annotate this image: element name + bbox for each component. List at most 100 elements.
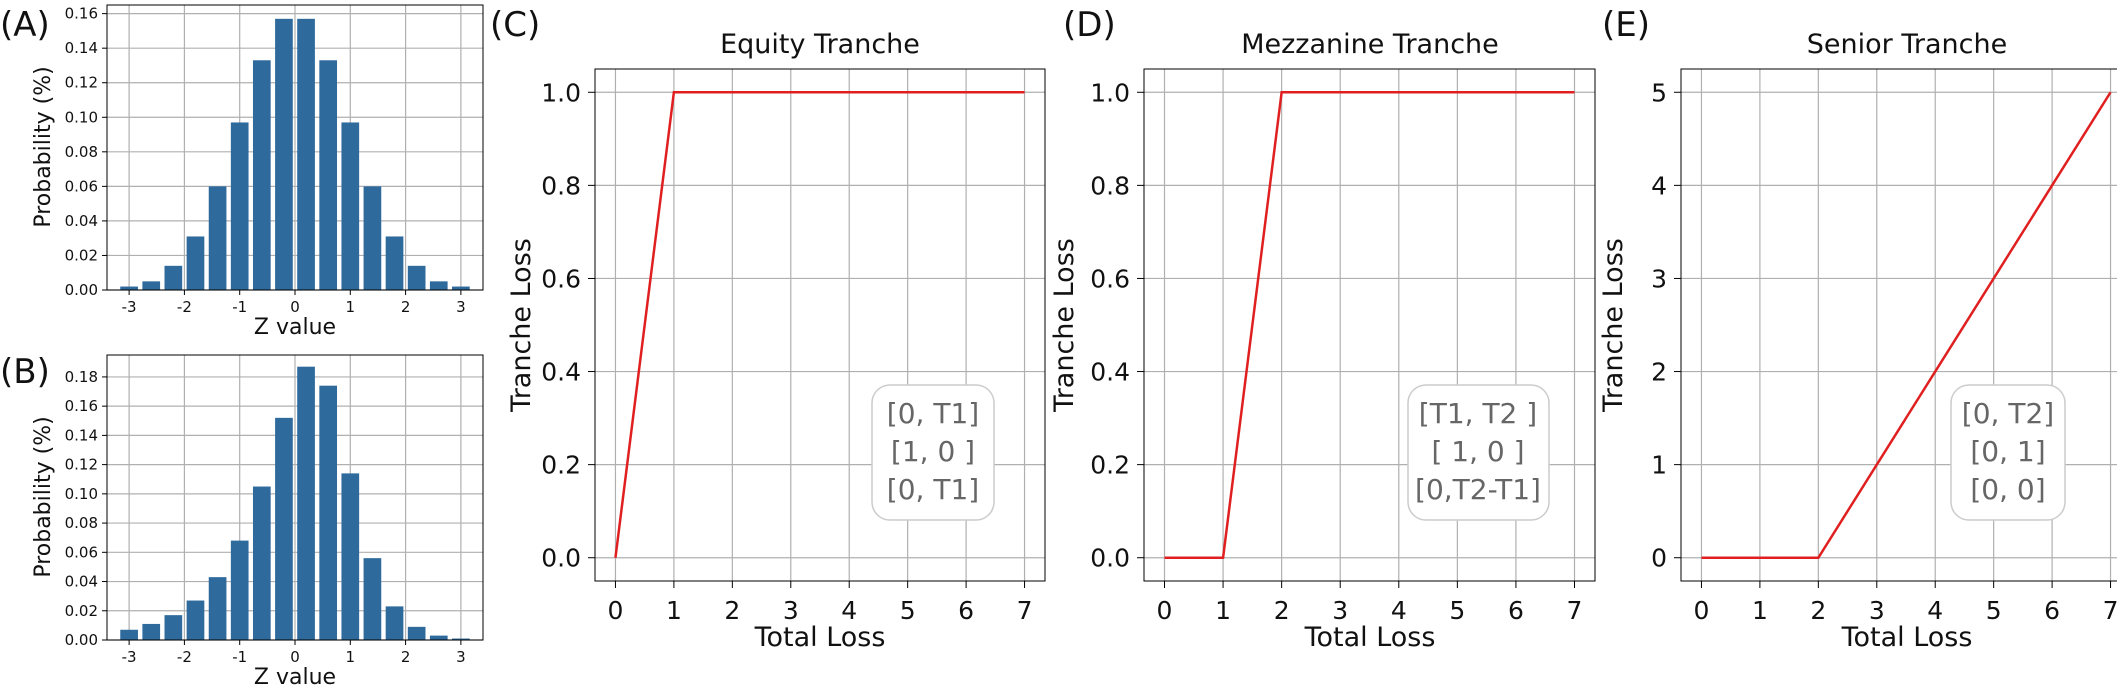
panel-c-x-tick-label: 1: [666, 596, 682, 625]
panel-a-x-tick-label: -1: [232, 298, 247, 316]
panel-e-x-tick-label: 0: [1694, 596, 1710, 625]
panel-b-bar: [142, 623, 161, 640]
panel-b-y-ticks: 0.00 0.02 0.04 0.06 0.08 0.10 0.12 0.14 0.16 0.18: [65, 368, 107, 649]
panel-a-y-tick-label: 0.08: [65, 143, 98, 161]
panel-c-x-tick-label: 4: [841, 596, 857, 625]
panel-d-x-tick-label: 1: [1215, 596, 1231, 625]
panel-c-y-ticks: 0.0 0.2 0.4 0.6 0.8 1.0: [541, 78, 595, 573]
panel-b-bar: [297, 366, 315, 640]
panel-a-x-tick-label: -3: [122, 298, 137, 316]
panel-b-grid: [107, 355, 483, 641]
panel-b-x-tick-label: 0: [290, 648, 300, 666]
panel-a: (A) -3 -2 -1 0 1 2 3 0.000.020.040.060.080.100…: [0, 4, 484, 340]
panel-b-bar: [407, 626, 426, 640]
panel-d-y-tick-label: 0.8: [1090, 171, 1130, 200]
panel-d-annotation-box: [1407, 384, 1550, 521]
panel-a-bar: [142, 281, 161, 290]
panel-a-x-tick-label: 2: [401, 298, 411, 316]
panel-c-x-tick-label: 7: [1017, 596, 1033, 625]
panel-b-y-tick-label: 0.02: [65, 602, 98, 620]
panel-b-y-tick-label: 0.08: [65, 514, 98, 532]
panel-a-y-tick-label: 0.04: [65, 212, 98, 230]
panel-d-annotation-line-2: [ 1, 0 ]: [1431, 435, 1524, 468]
panel-d: (D) Mezzanine Tranche 0 1 2 3 4 5 6 7 0.0 0.2 0.4…: [1049, 5, 1596, 653]
panel-b-bar: [120, 629, 138, 640]
panel-b-x-tick-label: -3: [122, 648, 137, 666]
panel-b-bar: [319, 385, 338, 640]
panel-d-x-tick-label: 7: [1567, 596, 1583, 625]
panel-c-y-tick-label: 1.0: [541, 78, 581, 107]
panel-b-bar: [186, 600, 205, 640]
panel-d-grid: [1144, 69, 1595, 581]
panel-a-y-tick-label: 0.16: [65, 5, 98, 23]
panel-d-label: (D): [1063, 5, 1116, 45]
panel-a-x-axis-label: Z value: [254, 315, 336, 340]
panel-b-bar: [275, 417, 293, 640]
panel-a-bar: [252, 60, 271, 290]
panel-e-annotation-line-3: [0, 0]: [1970, 473, 2045, 506]
panel-c-x-tick-label: 6: [958, 596, 974, 625]
panel-c-y-tick-label: 0.6: [541, 264, 581, 293]
panel-c-annotation-line-3: [0, T1]: [887, 473, 979, 506]
panel-b-bar: [164, 615, 183, 640]
panel-b-x-axis-label: Z value: [254, 665, 336, 687]
panel-b-y-tick-label: 0.16: [65, 397, 98, 415]
panel-a-bar: [363, 186, 382, 290]
panel-e-label: (E): [1602, 5, 1650, 45]
panel-a-grid: [107, 5, 483, 291]
panel-b-x-tick-label: -2: [177, 648, 192, 666]
panel-e-y-tick-label: 4: [1651, 171, 1667, 200]
panel-b-x-tick-label: 2: [401, 648, 411, 666]
panel-b-bar: [452, 638, 470, 640]
panel-d-title: Mezzanine Tranche: [1241, 29, 1499, 60]
panel-e-annotation-line-1: [0, T2]: [1962, 397, 2054, 430]
panel-b-y-tick-label: 0.12: [65, 456, 98, 474]
panel-b-bar: [385, 606, 404, 640]
panel-b-bars: [120, 366, 470, 640]
panel-c-y-tick-label: 0.0: [541, 544, 581, 573]
panel-b-label: (B): [0, 352, 50, 392]
panel-d-y-tick-label: 0.0: [1090, 544, 1130, 573]
panel-a-y-tick-label: 0.10: [65, 108, 98, 126]
panel-d-series-line: [1164, 91, 1575, 559]
panel-d-annotation-line-1: [T1, T2 ]: [1419, 397, 1537, 430]
panel-a-y-tick-label: 0.00: [65, 281, 98, 299]
panel-d-x-tick-label: 6: [1508, 596, 1524, 625]
panel-c-annotation-line-1: [0, T1]: [887, 397, 979, 430]
panel-e-y-tick-label: 2: [1651, 358, 1667, 387]
panel-b-y-tick-label: 0.18: [65, 368, 98, 386]
panel-c-y-axis-label: Tranche Loss: [506, 238, 537, 413]
panel-c-series-line: [614, 91, 1025, 558]
panel-a-bar: [230, 122, 249, 290]
panel-a-bar: [385, 236, 404, 290]
panel-c-x-tick-label: 5: [900, 596, 916, 625]
panel-a-y-ticks: 0.00 0.02 0.04 0.06 0.08 0.10 0.12 0.14 0.16: [65, 5, 107, 299]
panel-b-y-tick-label: 0.10: [65, 485, 98, 503]
panel-a-x-tick-label: 0: [290, 298, 300, 316]
panel-c-y-tick-label: 0.2: [541, 451, 581, 480]
panel-a-bar: [164, 265, 183, 290]
panel-c-x-axis-label: Total Loss: [754, 622, 886, 653]
panel-e-title: Senior Tranche: [1807, 29, 2007, 60]
panel-c-plot-frame: [594, 68, 1046, 582]
panel-d-y-tick-label: 0.6: [1090, 264, 1130, 293]
panel-d-x-tick-label: 5: [1449, 596, 1465, 625]
panel-a-y-tick-label: 0.14: [65, 39, 98, 57]
panel-a-bar: [319, 60, 338, 290]
panel-a-x-tick-label: 1: [346, 298, 356, 316]
panel-d-plot-frame: [1143, 68, 1596, 582]
panel-e-series-line: [1701, 91, 2112, 559]
panel-b-y-tick-label: 0.14: [65, 426, 98, 444]
panel-a-y-tick-label: 0.12: [65, 74, 98, 92]
panel-e-x-tick-label: 4: [1927, 596, 1943, 625]
panel-c-y-tick-label: 0.4: [541, 358, 581, 387]
panel-b-x-ticks: -3 -2 -1 0 1 2 3: [122, 640, 466, 666]
panel-c-x-tick-label: 3: [783, 596, 799, 625]
panel-a-x-tick-label: -2: [177, 298, 192, 316]
panel-a-bar: [208, 186, 227, 290]
panel-a-x-tick-label: 3: [456, 298, 466, 316]
panel-b-x-tick-label: 3: [456, 648, 466, 666]
panel-b-x-tick-label: -1: [232, 648, 247, 666]
panel-e-x-tick-label: 6: [2044, 596, 2060, 625]
